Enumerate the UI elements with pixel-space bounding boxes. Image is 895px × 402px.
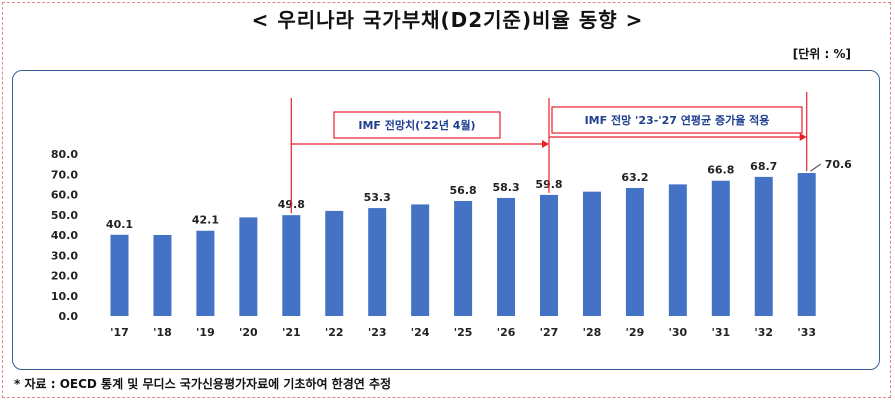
data-label: 58.3 [492,181,519,194]
y-tick-label: 30.0 [51,249,78,262]
annotation-box [333,111,501,139]
data-labels: 40.1 42.149.853.356.8 58.3 59.863.266.8 68.7… [106,158,852,231]
annotation-avg-growth: IMF 전망 '23-'27 연평균 증가율 적용 [585,113,770,127]
y-tick-label: 10.0 [51,290,78,303]
x-tick-label: '32 [754,326,773,339]
bar [153,235,172,316]
bar [625,188,644,316]
x-tick-label: '20 [239,326,258,339]
arrow-head-icon [799,133,807,141]
arrow-head-icon [542,140,549,148]
x-tick-label: '31 [711,326,730,339]
bar [668,184,687,316]
bar [540,194,558,316]
annotation-imf-forecast: IMF 전망치('22년 4월) [358,118,475,132]
outer-frame [2,2,891,398]
bar [325,210,344,316]
bar [754,176,773,316]
x-tick-label: '19 [196,326,215,339]
x-tick-label: '22 [325,326,344,339]
chart-panel [12,70,880,370]
x-tick-label: '29 [626,326,645,339]
y-axis: 0.0 10.0 20.0 30.0 40.0 50.0 60.0 70.0 80.0 [51,148,78,323]
chart-title: < 우리나라 국가부채(D2기준)비율 동향 > [251,8,644,32]
data-label: 40.1 [106,218,133,231]
bar [368,208,387,316]
y-tick-label: 0.0 [59,310,79,323]
x-tick-label: '24 [411,326,430,339]
x-tick-label: '25 [454,326,473,339]
data-label: 42.1 [192,214,219,227]
data-label: 68.7 [750,160,777,173]
y-tick-label: 70.0 [51,168,78,181]
y-tick-label: 20.0 [51,270,78,283]
bar [454,200,473,316]
bars [110,173,816,316]
y-tick-label: 50.0 [51,209,78,222]
bar [497,197,516,316]
data-label: 53.3 [364,191,391,204]
data-label: 63.2 [621,171,648,184]
y-tick-label: 80.0 [51,148,78,161]
x-tick-label: '33 [797,326,816,339]
bar [239,217,258,316]
bar [797,173,816,316]
y-tick-label: 40.0 [51,229,78,242]
x-tick-label: '26 [497,326,516,339]
source-note: * 자료 : OECD 통계 및 무디스 국가신용평가자료에 기초하여 한경연 … [14,377,392,391]
annotation-box [551,106,803,134]
x-tick-label: '30 [669,326,688,339]
x-tick-label: '23 [368,326,387,339]
x-axis: '17 '18 '19 '20 '21 '22 '23 '24 '25 '26 '27 '28 '29 '… [110,326,816,339]
bar [711,180,730,316]
x-tick-label: '21 [282,326,301,339]
x-tick-label: '17 [110,326,129,339]
bar [282,215,301,316]
bar [411,204,430,316]
bar [110,234,129,316]
y-tick-label: 60.0 [51,189,78,202]
data-label: 66.8 [707,164,734,177]
bar [196,230,215,316]
x-tick-label: '28 [583,326,602,339]
data-label-leader [810,163,821,172]
x-tick-label: '27 [540,326,559,339]
x-tick-label: '18 [153,326,172,339]
data-label: 70.6 [825,158,852,171]
data-label: 56.8 [450,184,477,197]
unit-label: [단위 : %] [792,47,851,61]
bar [582,191,601,316]
forecast-markers: IMF 전망치('22년 4월) IMF 전망 '23-'27 연평균 증가율 적… [290,92,808,214]
